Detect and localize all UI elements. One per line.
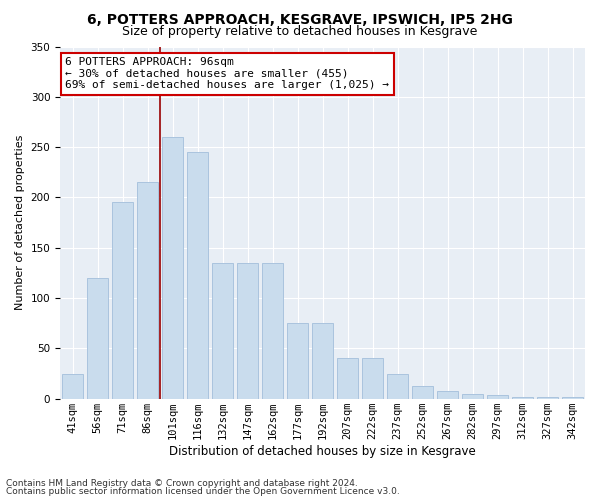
Bar <box>412 386 433 398</box>
Bar <box>537 396 558 398</box>
Bar <box>237 263 258 398</box>
Bar <box>337 358 358 399</box>
Bar <box>187 152 208 398</box>
Bar <box>212 263 233 398</box>
Bar <box>162 137 183 398</box>
X-axis label: Distribution of detached houses by size in Kesgrave: Distribution of detached houses by size … <box>169 444 476 458</box>
Bar <box>137 182 158 398</box>
Text: Size of property relative to detached houses in Kesgrave: Size of property relative to detached ho… <box>122 25 478 38</box>
Bar <box>312 323 333 398</box>
Bar <box>487 394 508 398</box>
Bar <box>362 358 383 399</box>
Bar <box>512 396 533 398</box>
Bar <box>462 394 483 398</box>
Y-axis label: Number of detached properties: Number of detached properties <box>15 135 25 310</box>
Bar <box>62 374 83 398</box>
Bar <box>112 202 133 398</box>
Text: 6 POTTERS APPROACH: 96sqm
← 30% of detached houses are smaller (455)
69% of semi: 6 POTTERS APPROACH: 96sqm ← 30% of detac… <box>65 57 389 90</box>
Bar <box>562 396 583 398</box>
Bar <box>387 374 408 398</box>
Text: Contains public sector information licensed under the Open Government Licence v3: Contains public sector information licen… <box>6 487 400 496</box>
Bar <box>287 323 308 398</box>
Text: Contains HM Land Registry data © Crown copyright and database right 2024.: Contains HM Land Registry data © Crown c… <box>6 478 358 488</box>
Bar <box>87 278 108 398</box>
Bar <box>437 390 458 398</box>
Text: 6, POTTERS APPROACH, KESGRAVE, IPSWICH, IP5 2HG: 6, POTTERS APPROACH, KESGRAVE, IPSWICH, … <box>87 12 513 26</box>
Bar <box>262 263 283 398</box>
